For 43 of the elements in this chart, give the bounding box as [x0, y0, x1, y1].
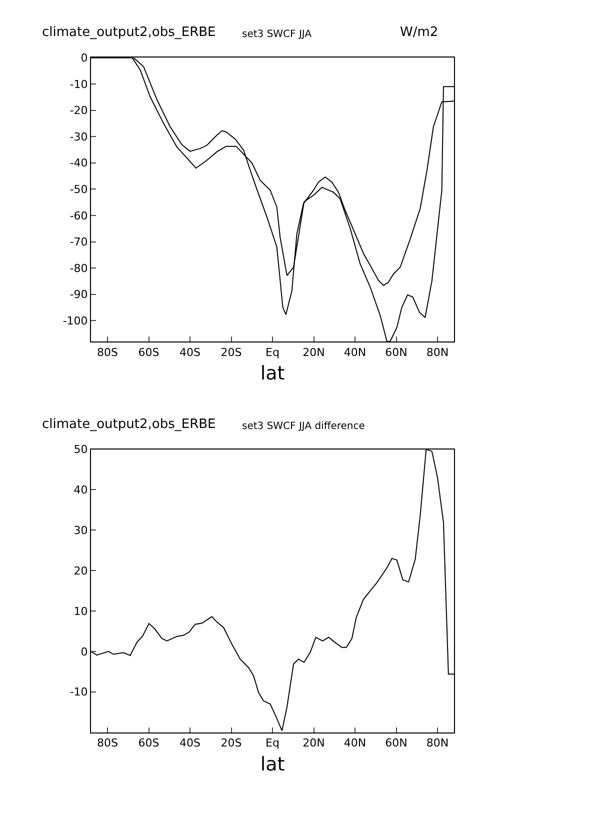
x-axis-title: lat — [260, 753, 285, 776]
x-tick-label: 80N — [426, 346, 449, 359]
y-tick-label: -40 — [70, 156, 88, 170]
x-tick-label: 80S — [97, 346, 118, 359]
x-tick-label: 40S — [180, 346, 201, 359]
x-tick-label: 40S — [180, 736, 201, 750]
x-tick-label: 20S — [220, 346, 242, 359]
y-tick-label: 0 — [80, 52, 88, 65]
y-tick-label: -60 — [70, 209, 88, 222]
y-tick-label: 10 — [74, 604, 88, 618]
chart-title: climate_output2,obs_ERBE — [42, 25, 216, 40]
chart-subtitle: set3 SWCF JJA — [242, 29, 312, 40]
x-tick-label: 80N — [426, 736, 449, 750]
y-tick-label: -10 — [70, 78, 88, 91]
y-tick-label: -70 — [70, 236, 88, 249]
y-tick-label: -80 — [70, 262, 88, 275]
x-tick-label: 40N — [344, 346, 366, 359]
y-tick-label: 40 — [74, 484, 88, 497]
x-tick-label: 20N — [302, 346, 325, 359]
y-tick-label: -100 — [62, 314, 88, 328]
x-tick-label: 20N — [302, 736, 325, 750]
y-tick-label: -90 — [70, 288, 88, 302]
y-tick-label: -30 — [70, 130, 88, 144]
text: W/m2 — [400, 25, 438, 40]
chart-subtitle: set3 SWCF JJA difference — [242, 421, 365, 432]
x-tick-label: 60S — [138, 736, 160, 750]
x-tick-label: 60N — [385, 346, 408, 359]
x-tick-label: 60N — [385, 736, 408, 750]
x-tick-label: 60S — [138, 346, 160, 359]
x-tick-label: 20S — [220, 736, 242, 750]
y-tick-label: 30 — [74, 524, 88, 538]
x-tick-label: 40N — [344, 736, 366, 750]
x-axis-title: lat — [260, 362, 285, 385]
x-tick-label: Eq — [266, 346, 280, 359]
x-tick-label: Eq — [266, 736, 280, 750]
y-tick-label: -20 — [70, 104, 88, 118]
y-tick-label: 20 — [74, 564, 88, 578]
y-tick-label: 50 — [74, 443, 88, 456]
y-tick-label: -50 — [70, 183, 88, 196]
y-tick-label: 0 — [80, 645, 88, 658]
y-tick-label: -10 — [70, 686, 88, 699]
x-tick-label: 80S — [97, 736, 118, 750]
chart-title: climate_output2,obs_ERBE — [42, 417, 216, 432]
